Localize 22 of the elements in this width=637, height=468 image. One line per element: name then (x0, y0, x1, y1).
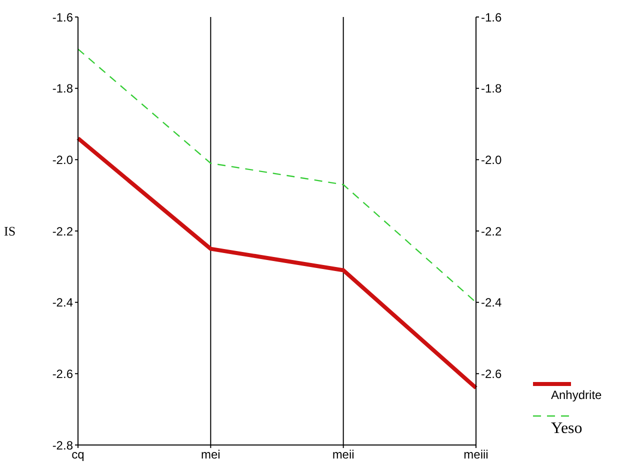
y2-tick-label: -2.6 (481, 366, 502, 381)
x-tick-label: cq (72, 448, 84, 462)
x-tick-label: meiii (464, 448, 488, 462)
x-tick-label: meii (332, 448, 354, 462)
y-axis-title: IS (4, 224, 16, 239)
y-tick-label: -2.0 (52, 152, 74, 167)
y-tick-label: -2.6 (52, 366, 74, 381)
legend-label: Yeso (551, 420, 584, 438)
y-tick-label: -2.2 (52, 224, 74, 238)
y2-tick-label: -1.8 (481, 82, 502, 96)
y-tick-label: -1.6 (52, 10, 74, 24)
legend-label: Anhydrite (551, 388, 603, 402)
y-tick-label: -2.4 (52, 296, 74, 310)
y-tick-label: -2.8 (52, 438, 74, 452)
y2-tick-label: -1.6 (481, 10, 502, 24)
y2-tick-label: -2.4 (481, 296, 502, 310)
line-series (76, 136, 478, 390)
y2-tick-label: -2.2 (481, 224, 502, 238)
y-tick-label: -1.8 (52, 82, 74, 96)
y2-tick-label: -2.0 (481, 152, 502, 167)
x-tick-label: mei (200, 448, 220, 462)
line-series (77, 48, 477, 303)
